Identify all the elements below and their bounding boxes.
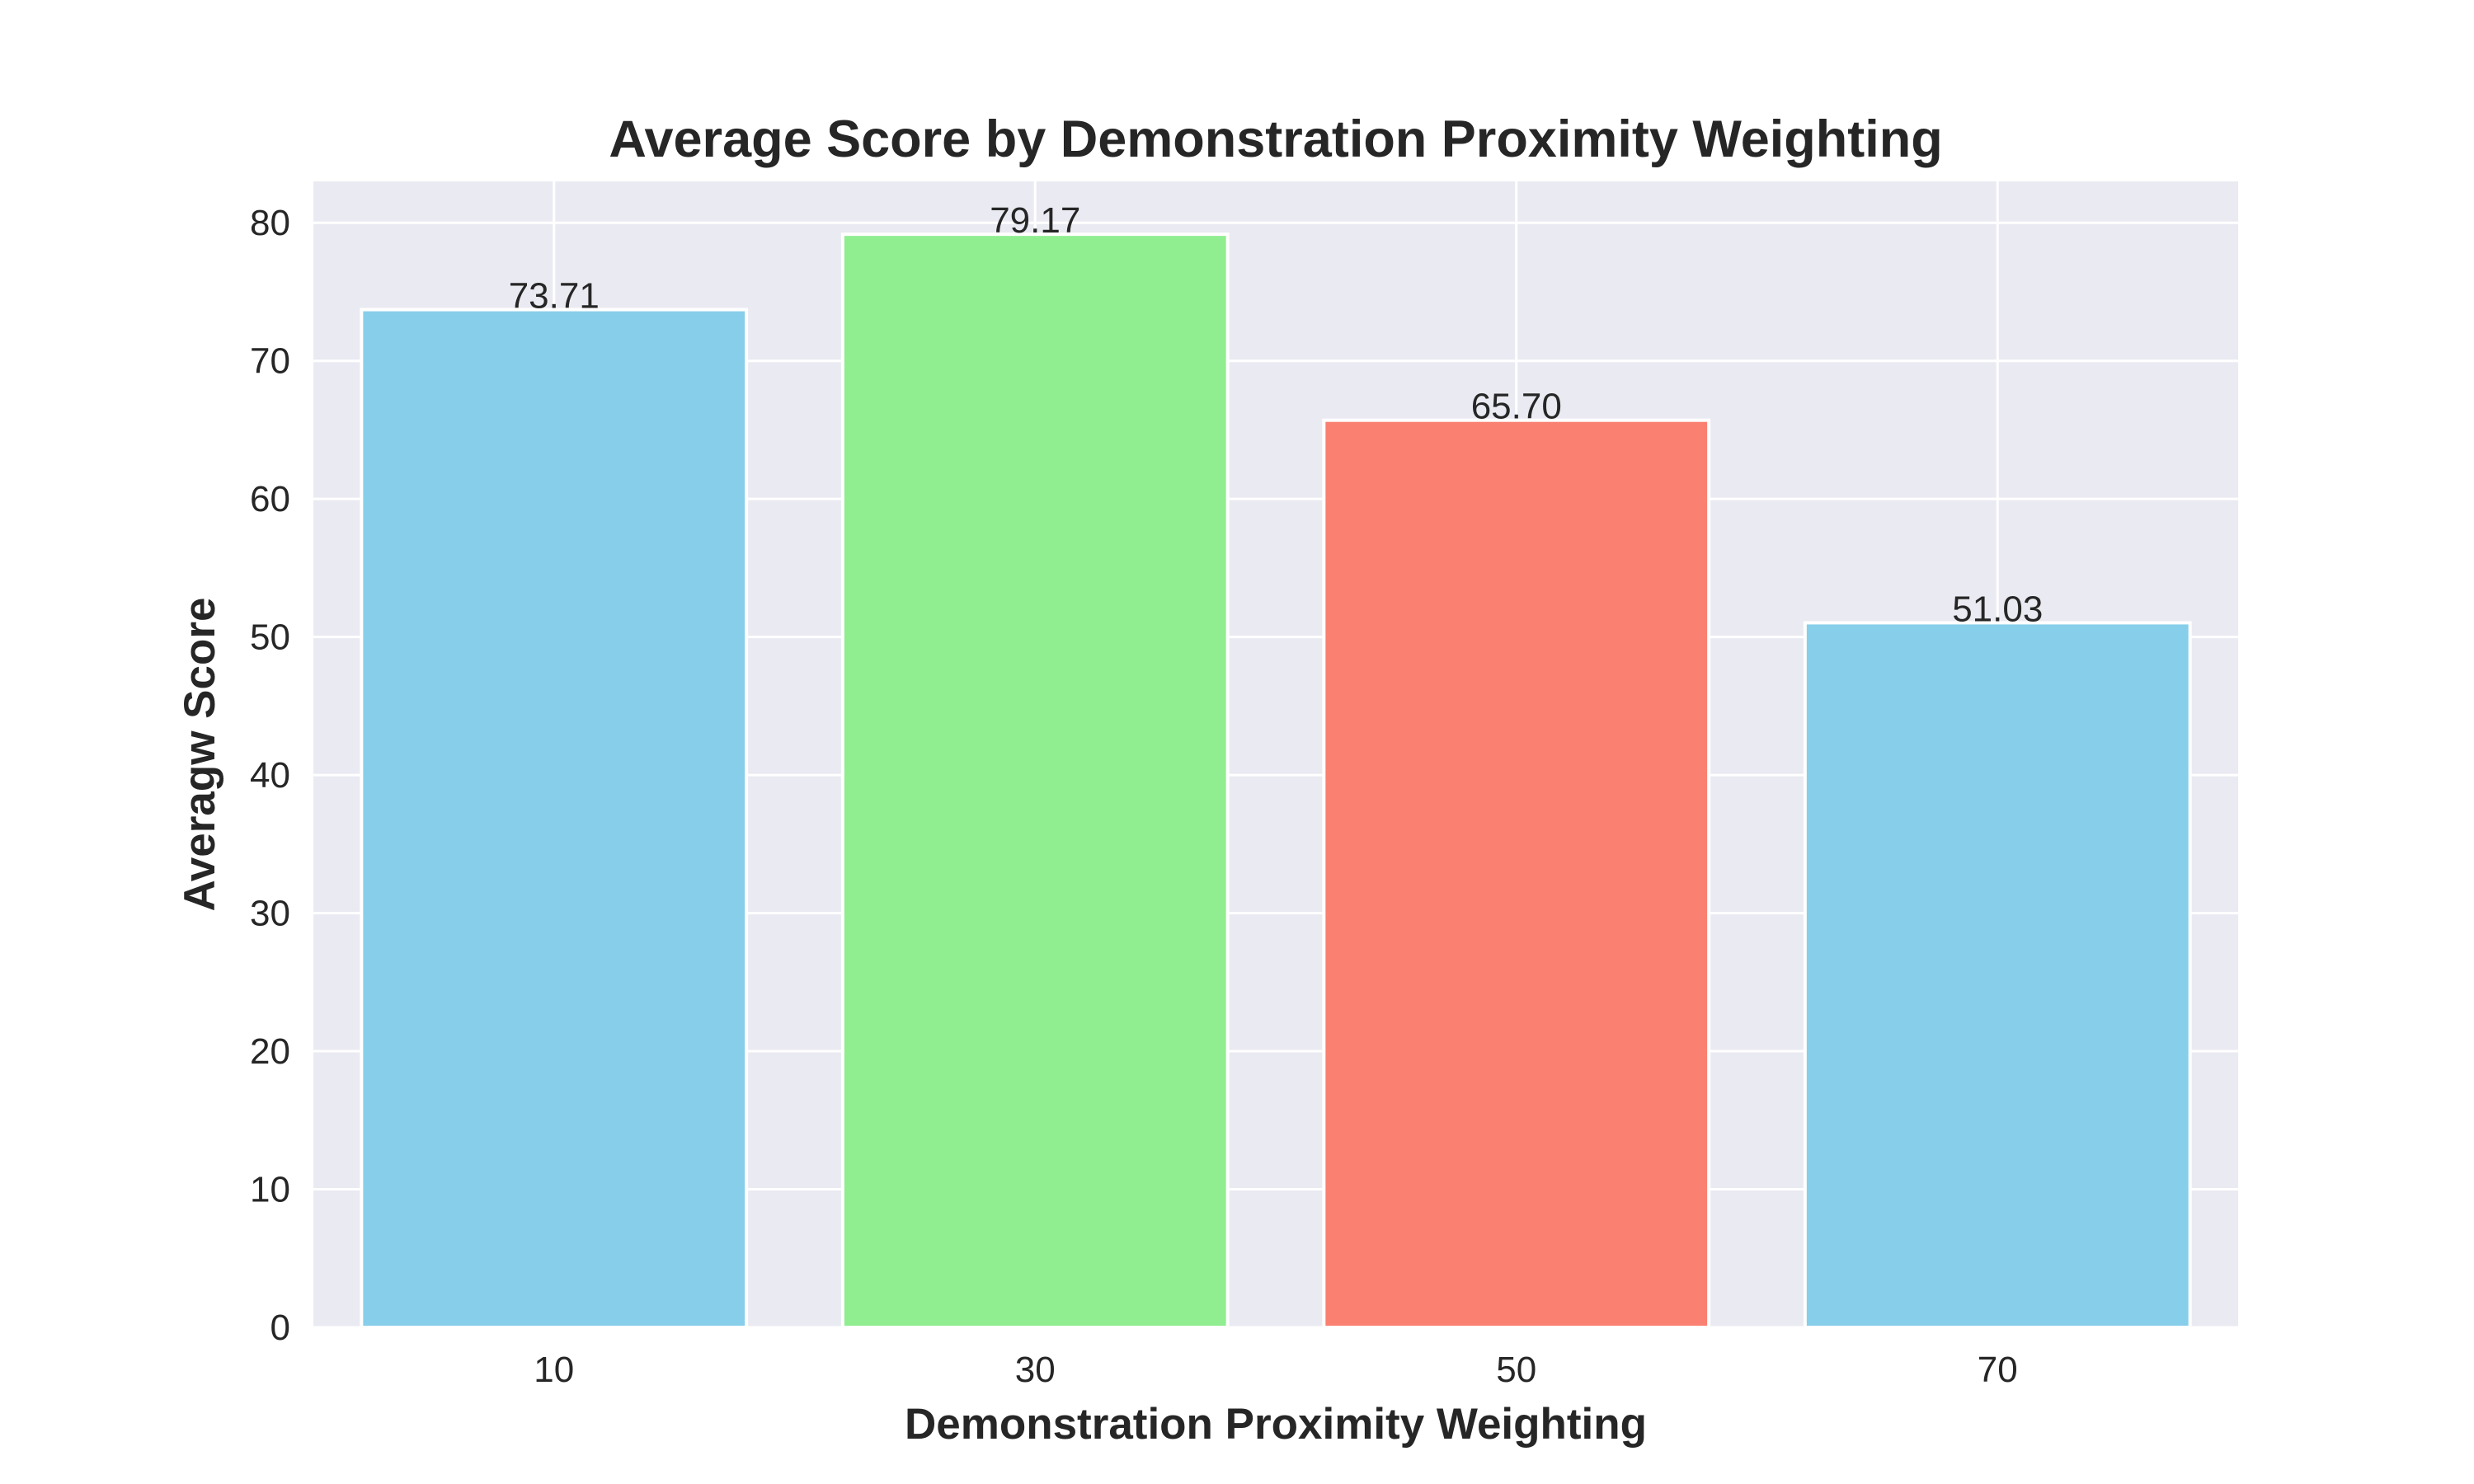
y-tick-label: 70	[250, 341, 290, 382]
chart-title: Average Score by Demonstration Proximity…	[609, 110, 1942, 168]
bar-value-label: 65.70	[1471, 387, 1562, 427]
x-axis-label: Demonstration Proximity Weighting	[905, 1400, 1647, 1449]
y-tick-label: 80	[250, 203, 290, 243]
bar-value-labels: 73.71 79.17 65.70 51.03	[509, 200, 2044, 629]
bar	[1803, 621, 2192, 1329]
bar-value-label: 79.17	[990, 200, 1080, 241]
x-tick-label: 70	[1978, 1350, 2018, 1390]
y-axis-label: Averagw Score	[176, 598, 224, 912]
bar	[1322, 418, 1711, 1329]
bar-value-label: 51.03	[1952, 589, 2043, 629]
x-axis-ticks: 10 30 50 70	[534, 1350, 2017, 1390]
y-tick-label: 50	[250, 618, 290, 658]
bar-value-label: 73.71	[509, 276, 600, 317]
y-axis-ticks: 0 10 20 30 40 50 60 70 80	[250, 203, 290, 1348]
x-tick-label: 10	[534, 1350, 574, 1390]
y-tick-label: 30	[250, 894, 290, 934]
y-tick-label: 40	[250, 755, 290, 796]
x-tick-label: 30	[1015, 1350, 1056, 1390]
bars-group	[360, 232, 2192, 1330]
bar	[360, 308, 749, 1330]
y-tick-label: 20	[250, 1031, 290, 1072]
x-tick-label: 50	[1496, 1350, 1536, 1390]
y-tick-label: 10	[250, 1170, 290, 1210]
y-tick-label: 60	[250, 479, 290, 519]
bar	[840, 232, 1230, 1329]
y-tick-label: 0	[270, 1308, 290, 1348]
